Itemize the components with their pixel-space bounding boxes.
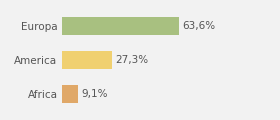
Text: 9,1%: 9,1% bbox=[81, 89, 108, 99]
Bar bbox=[62, 51, 112, 69]
Text: 27,3%: 27,3% bbox=[115, 55, 148, 65]
Bar bbox=[62, 85, 78, 102]
Bar bbox=[62, 18, 179, 35]
Text: 63,6%: 63,6% bbox=[182, 21, 215, 31]
